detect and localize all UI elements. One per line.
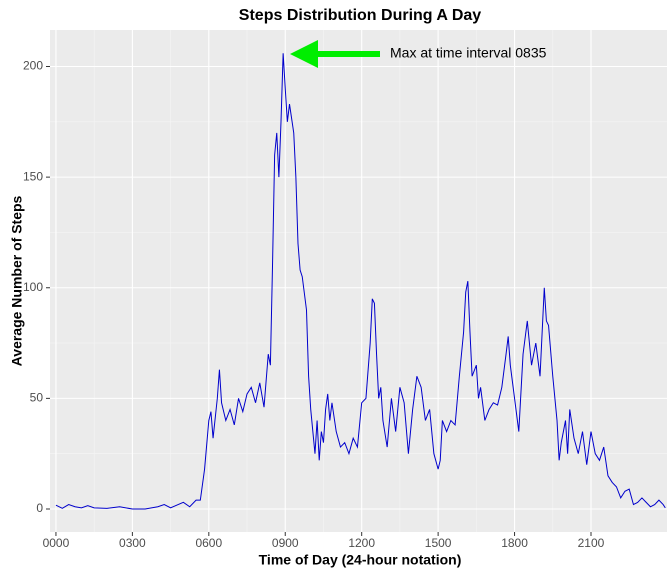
x-tick-label: 1800 bbox=[501, 536, 528, 550]
y-tick-label: 100 bbox=[23, 280, 43, 294]
x-tick-label: 0300 bbox=[119, 536, 146, 550]
x-tick-label: 1500 bbox=[425, 536, 452, 550]
line bbox=[55, 53, 666, 510]
x-tick-label: 0900 bbox=[272, 536, 299, 550]
x-tick-label: 2100 bbox=[578, 536, 605, 550]
chart-title: Steps Distribution During A Day bbox=[239, 7, 481, 24]
arrow-head bbox=[290, 40, 318, 68]
y-tick-label: 0 bbox=[36, 501, 43, 515]
y-tick-label: 200 bbox=[23, 59, 43, 73]
x-tick-label: 0600 bbox=[195, 536, 222, 550]
panel bbox=[50, 30, 667, 532]
y-tick-label: 50 bbox=[30, 391, 44, 405]
grid bbox=[50, 30, 667, 532]
annotation-arrow bbox=[290, 40, 380, 68]
y-tick-label: 150 bbox=[23, 169, 43, 183]
y-axis-label: Average Number of Steps bbox=[9, 195, 25, 366]
x-tick-label: 0000 bbox=[43, 536, 70, 550]
x-tick-label: 1200 bbox=[348, 536, 375, 550]
x-axis-label: Time of Day (24-hour notation) bbox=[259, 552, 462, 568]
annotation: Max at time interval 0835 bbox=[390, 45, 547, 61]
